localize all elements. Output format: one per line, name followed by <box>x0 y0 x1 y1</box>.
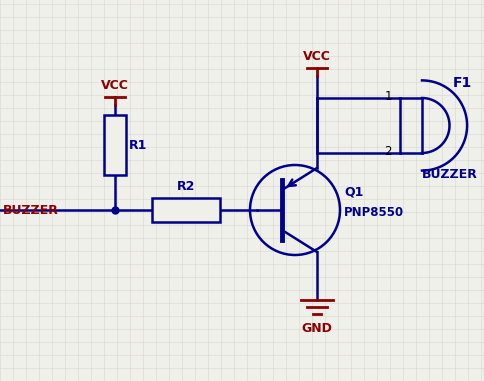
Text: F1: F1 <box>452 76 471 90</box>
Text: VCC: VCC <box>101 79 129 92</box>
Text: PNP8550: PNP8550 <box>343 205 403 218</box>
Text: 2: 2 <box>384 144 391 157</box>
Text: 1: 1 <box>384 90 391 102</box>
Text: R1: R1 <box>129 139 147 152</box>
Text: Q1: Q1 <box>343 186 363 199</box>
Bar <box>151 198 220 222</box>
Text: GND: GND <box>301 322 332 335</box>
Bar <box>104 115 126 175</box>
Text: BUZZER: BUZZER <box>3 203 59 216</box>
Text: BUZZER: BUZZER <box>421 168 477 181</box>
Text: VCC: VCC <box>302 50 330 63</box>
Text: R2: R2 <box>177 180 195 193</box>
